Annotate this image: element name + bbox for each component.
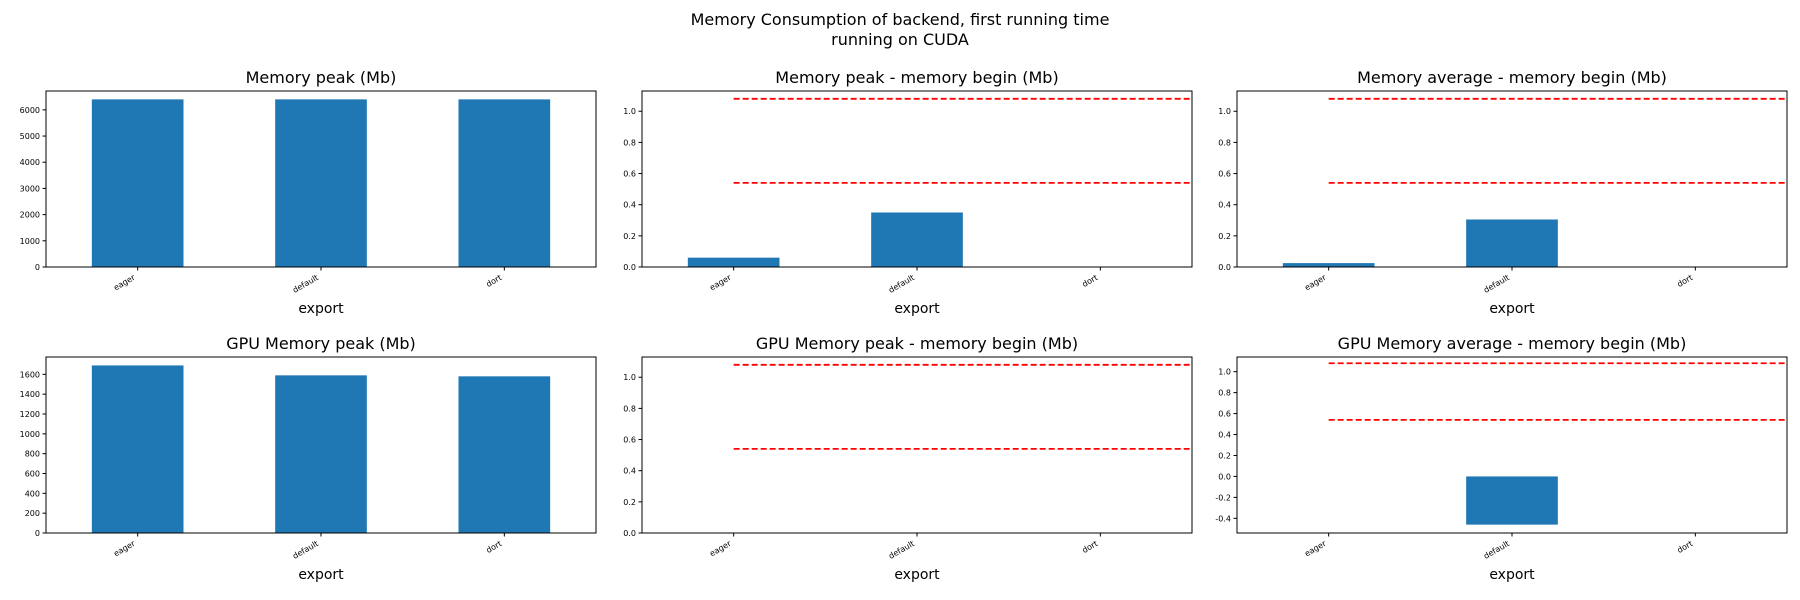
bar-eager: [1282, 263, 1375, 267]
y-tick-label: 400: [25, 489, 40, 498]
bar-default: [871, 212, 963, 267]
y-tick-label: 1.0: [1218, 107, 1231, 116]
subplot-5: 0.0 0.2 0.4 0.6 0.8 1.0 eager default dort GPU Me…: [623, 334, 1193, 583]
y-tick-label: 0.4: [1218, 431, 1231, 440]
y-tick-label: 800: [25, 450, 40, 459]
y-tick-label: 1.0: [623, 107, 636, 116]
y-tick-label: 0.0: [623, 529, 636, 538]
y-tick-label: 0.0: [1218, 472, 1231, 481]
y-tick-label: 2000: [20, 211, 40, 220]
subplot-title: Memory average - memory begin (Mb): [1357, 68, 1667, 87]
x-tick-label-default: default: [291, 273, 320, 295]
x-tick-label-eager: eager: [112, 273, 137, 293]
y-tick-label: 0.4: [1218, 201, 1231, 210]
figure-title-line-2: running on CUDA: [831, 30, 969, 49]
y-tick-label: 1400: [20, 390, 40, 399]
bar-default: [1466, 219, 1558, 267]
x-tick-label-default: default: [887, 273, 916, 295]
bar-dort: [458, 99, 551, 267]
x-tick-label-eager: eager: [708, 273, 733, 293]
x-tick-label-eager: eager: [708, 539, 733, 559]
y-tick-label: 0.2: [623, 232, 636, 241]
subplot-3: 0.0 0.2 0.4 0.6 0.8 1.0 eager default dort Memory…: [1218, 68, 1788, 317]
y-tick-label: 0.6: [623, 170, 636, 179]
x-axis-label: export: [894, 567, 940, 583]
y-tick-label: 0.6: [623, 436, 636, 445]
y-tick-label: 0.8: [1218, 389, 1231, 398]
x-tick-label-eager: eager: [1303, 273, 1328, 293]
y-tick-label: 0.6: [1218, 170, 1231, 179]
subplot-title: Memory peak (Mb): [246, 68, 397, 87]
y-tick-label: 4000: [20, 158, 40, 167]
subplot-4: 0 200 400 600 800 1000 1200 1400 1600 eager defaul…: [20, 334, 597, 583]
x-tick-label-dort: dort: [485, 273, 504, 289]
axes-frame: [641, 356, 1193, 534]
x-tick-label-default: default: [1482, 539, 1511, 561]
figure-title: Memory Consumption of backend, first run…: [0, 10, 1800, 50]
y-tick-label: 0.6: [1218, 410, 1231, 419]
y-tick-label: 0.8: [1218, 138, 1231, 147]
subplot-2: 0.0 0.2 0.4 0.6 0.8 1.0 eager default dort Memory…: [623, 68, 1193, 317]
y-tick-label: 1.0: [1218, 368, 1231, 377]
x-tick-label-dort: dort: [1081, 539, 1100, 555]
x-axis-label: export: [894, 301, 940, 317]
bar-default: [1466, 476, 1558, 525]
subplot-title: GPU Memory average - memory begin (Mb): [1338, 334, 1687, 353]
x-axis-label: export: [1489, 567, 1535, 583]
subplot-title: GPU Memory peak - memory begin (Mb): [756, 334, 1078, 353]
bar-default: [275, 99, 367, 267]
x-tick-label-default: default: [291, 539, 320, 561]
x-axis-label: export: [298, 567, 344, 583]
y-tick-label: 1.0: [623, 373, 636, 382]
x-tick-label-dort: dort: [1676, 273, 1695, 289]
y-tick-label: 0.0: [1218, 263, 1231, 272]
y-tick-label: 200: [25, 509, 40, 518]
y-tick-label: 0: [35, 529, 40, 538]
y-tick-label: 0.8: [623, 404, 636, 413]
subplot-1: 0 1000 2000 3000 4000 5000 6000 eager default dor…: [20, 68, 597, 317]
y-tick-label: 1000: [20, 430, 40, 439]
x-tick-label-default: default: [887, 539, 916, 561]
x-tick-label-default: default: [1482, 273, 1511, 295]
y-tick-label: 0.2: [623, 498, 636, 507]
x-tick-label-dort: dort: [1081, 273, 1100, 289]
y-tick-label: 0.2: [1218, 232, 1231, 241]
y-tick-label: 3000: [20, 184, 40, 193]
bar-default: [275, 375, 367, 533]
subplot-6: -0.4 -0.2 0.0 0.2 0.4 0.6 0.8 1.0 eager default do…: [1215, 334, 1788, 583]
x-axis-label: export: [298, 301, 344, 317]
y-tick-label: 5000: [20, 132, 40, 141]
subplot-title: GPU Memory peak (Mb): [226, 334, 416, 353]
y-tick-label: 1200: [20, 410, 40, 419]
y-tick-label: 0.4: [623, 467, 636, 476]
bar-eager: [91, 365, 184, 533]
subplot-title: Memory peak - memory begin (Mb): [775, 68, 1058, 87]
bar-eager: [687, 257, 780, 267]
bar-eager: [91, 99, 184, 267]
y-tick-label: 0.8: [623, 138, 636, 147]
y-tick-label: 0.2: [1218, 451, 1231, 460]
x-tick-label-eager: eager: [112, 539, 137, 559]
y-tick-label: 0.0: [623, 263, 636, 272]
y-tick-label: 1000: [20, 237, 40, 246]
x-tick-label-dort: dort: [485, 539, 504, 555]
x-tick-label-dort: dort: [1676, 539, 1695, 555]
y-tick-label: 600: [25, 470, 40, 479]
y-tick-label: 0: [35, 263, 40, 272]
y-tick-label: 0.4: [623, 201, 636, 210]
y-tick-label: 6000: [20, 106, 40, 115]
y-tick-label: -0.2: [1215, 493, 1231, 502]
x-axis-label: export: [1489, 301, 1535, 317]
bar-dort: [458, 376, 551, 533]
x-tick-label-eager: eager: [1303, 539, 1328, 559]
y-tick-label: 1600: [20, 370, 40, 379]
figure-title-line-1: Memory Consumption of backend, first run…: [690, 10, 1110, 29]
y-tick-label: -0.4: [1215, 514, 1231, 523]
